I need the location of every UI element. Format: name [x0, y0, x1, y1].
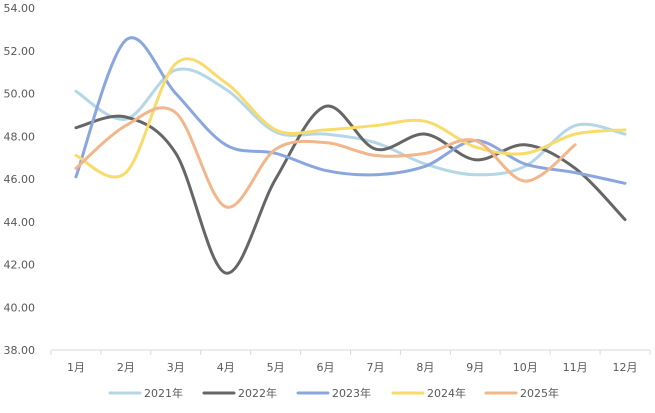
x-tick-label: 4月	[217, 361, 235, 374]
y-tick-label: 50.00	[4, 88, 36, 101]
legend-label: 2022年	[238, 386, 277, 400]
legend-label: 2024年	[427, 386, 466, 400]
series-line-4	[74, 57, 627, 179]
y-tick-label: 42.00	[4, 259, 36, 272]
x-tick-label: 7月	[366, 361, 384, 374]
legend-label: 2025年	[520, 386, 559, 400]
x-tick-label: 11月	[563, 361, 588, 374]
x-tick-label: 10月	[513, 361, 538, 374]
x-tick-label: 2月	[117, 361, 135, 374]
y-tick-label: 54.00	[4, 2, 36, 15]
y-tick-label: 48.00	[4, 130, 36, 143]
x-tick-label: 8月	[416, 361, 434, 374]
axis-layer: 38.00 40.00 42.00 44.00 46.00 48.00 50.00 52.00…	[4, 2, 651, 374]
y-tick-label: 44.00	[4, 216, 36, 229]
y-tick-label: 46.00	[4, 173, 36, 186]
series-line-5	[74, 106, 577, 209]
legend-label: 2021年	[144, 386, 183, 400]
y-tick-label: 52.00	[4, 45, 36, 58]
x-tick-label: 5月	[267, 361, 285, 374]
x-tick-label: 3月	[167, 361, 185, 374]
x-tick-label: 9月	[466, 361, 484, 374]
x-tick-label: 1月	[67, 361, 85, 374]
series-layer	[74, 36, 627, 275]
series-line-2	[74, 104, 627, 275]
x-tick-label: 12月	[613, 361, 638, 374]
series-line-3	[74, 36, 627, 185]
legend-label: 2023年	[332, 386, 371, 400]
legend: 2021年 2022年 2023年 2024年 2025年	[108, 386, 559, 400]
y-tick-label: 38.00	[4, 344, 36, 357]
y-tick-label: 40.00	[4, 301, 36, 314]
x-tick-label: 6月	[317, 361, 335, 374]
